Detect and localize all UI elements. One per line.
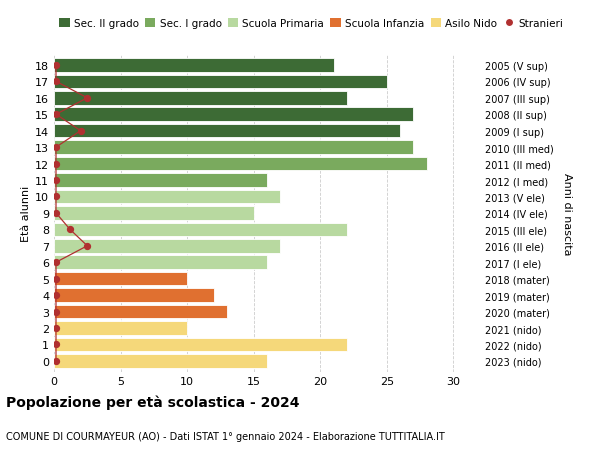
Bar (54, 125, 400, 138)
Bar (54, 157, 427, 171)
Text: COMUNE DI COURMAYEUR (AO) - Dati ISTAT 1° gennaio 2024 - Elaborazione TUTTITALIA: COMUNE DI COURMAYEUR (AO) - Dati ISTAT 1… (6, 431, 445, 442)
Point (51, 292, 61, 299)
Point (51, 111, 61, 118)
Bar (54, 256, 267, 269)
Bar (54, 272, 187, 286)
Point (51, 193, 61, 201)
Point (82, 95, 92, 102)
Y-axis label: Età alunni: Età alunni (21, 185, 31, 241)
Point (51, 210, 61, 217)
Point (65, 226, 75, 234)
Y-axis label: Anni di nascita: Anni di nascita (562, 172, 572, 255)
Bar (54, 322, 187, 335)
Legend: Sec. II grado, Sec. I grado, Scuola Primaria, Scuola Infanzia, Asilo Nido, Stran: Sec. II grado, Sec. I grado, Scuola Prim… (59, 19, 563, 29)
Point (51, 78, 61, 86)
Point (76, 128, 85, 135)
Bar (54, 223, 347, 236)
Point (51, 259, 61, 266)
Point (51, 177, 61, 184)
Point (51, 62, 61, 69)
Bar (54, 305, 227, 319)
Bar (54, 207, 254, 220)
Bar (54, 289, 214, 302)
Bar (54, 174, 267, 187)
Point (51, 144, 61, 151)
Point (51, 341, 61, 348)
Point (51, 358, 61, 365)
Bar (54, 240, 280, 253)
Bar (54, 338, 347, 352)
Point (51, 308, 61, 316)
Bar (54, 354, 267, 368)
Point (51, 161, 61, 168)
Text: Popolazione per età scolastica - 2024: Popolazione per età scolastica - 2024 (6, 395, 299, 409)
Point (82, 243, 92, 250)
Bar (54, 59, 334, 73)
Bar (54, 141, 413, 155)
Bar (54, 190, 280, 204)
Point (51, 275, 61, 283)
Bar (54, 92, 347, 105)
Bar (54, 75, 387, 89)
Point (51, 325, 61, 332)
Bar (54, 108, 413, 122)
